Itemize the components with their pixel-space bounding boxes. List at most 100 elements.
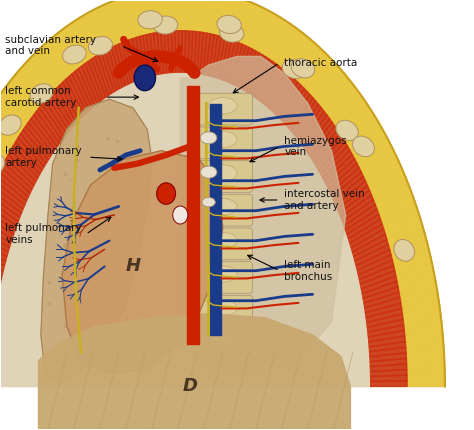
- Polygon shape: [0, 234, 9, 257]
- Polygon shape: [365, 308, 402, 322]
- Polygon shape: [407, 361, 445, 370]
- Polygon shape: [344, 209, 379, 235]
- Polygon shape: [0, 176, 27, 206]
- Polygon shape: [327, 82, 355, 119]
- Polygon shape: [384, 210, 419, 234]
- Polygon shape: [85, 61, 103, 103]
- Polygon shape: [266, 17, 284, 59]
- Polygon shape: [203, 0, 211, 33]
- Polygon shape: [170, 0, 175, 31]
- Polygon shape: [4, 159, 35, 190]
- Polygon shape: [72, 71, 93, 111]
- Polygon shape: [125, 40, 137, 83]
- Polygon shape: [377, 188, 412, 214]
- Polygon shape: [381, 199, 416, 224]
- Polygon shape: [196, 0, 203, 32]
- Polygon shape: [343, 108, 373, 142]
- Text: hemiazygos
vein: hemiazygos vein: [284, 135, 347, 157]
- Ellipse shape: [201, 166, 217, 178]
- Ellipse shape: [291, 58, 315, 78]
- Polygon shape: [0, 214, 15, 240]
- Polygon shape: [128, 0, 139, 37]
- Text: left pulmonary
artery: left pulmonary artery: [5, 146, 82, 168]
- Polygon shape: [405, 336, 443, 347]
- Polygon shape: [26, 59, 51, 98]
- Polygon shape: [58, 30, 78, 71]
- FancyBboxPatch shape: [193, 161, 253, 192]
- Polygon shape: [133, 0, 143, 37]
- FancyBboxPatch shape: [193, 127, 253, 159]
- Polygon shape: [132, 37, 143, 81]
- Polygon shape: [112, 0, 125, 43]
- Polygon shape: [63, 79, 85, 119]
- Polygon shape: [346, 214, 381, 240]
- Ellipse shape: [209, 232, 237, 249]
- Polygon shape: [137, 0, 146, 36]
- Polygon shape: [43, 42, 66, 82]
- Polygon shape: [364, 298, 401, 313]
- Polygon shape: [40, 46, 63, 85]
- Polygon shape: [237, 47, 253, 90]
- Polygon shape: [38, 313, 350, 429]
- Polygon shape: [65, 25, 85, 66]
- Ellipse shape: [0, 115, 21, 135]
- Polygon shape: [249, 55, 266, 97]
- Polygon shape: [279, 28, 299, 68]
- Polygon shape: [3, 86, 31, 122]
- Polygon shape: [23, 126, 52, 161]
- Polygon shape: [401, 299, 439, 314]
- Polygon shape: [174, 0, 179, 31]
- Polygon shape: [186, 0, 191, 31]
- Polygon shape: [406, 342, 444, 353]
- Polygon shape: [291, 98, 316, 135]
- Polygon shape: [178, 0, 182, 31]
- Polygon shape: [400, 287, 438, 303]
- Text: left pulmonary
veins: left pulmonary veins: [5, 224, 82, 245]
- Polygon shape: [399, 281, 437, 298]
- Polygon shape: [150, 33, 158, 77]
- Polygon shape: [84, 13, 101, 55]
- Ellipse shape: [209, 131, 237, 147]
- Ellipse shape: [282, 60, 306, 79]
- Polygon shape: [179, 31, 182, 74]
- Polygon shape: [34, 111, 60, 147]
- Polygon shape: [326, 159, 357, 190]
- Polygon shape: [136, 37, 146, 80]
- Polygon shape: [69, 22, 88, 64]
- Polygon shape: [185, 31, 189, 74]
- Polygon shape: [0, 136, 4, 167]
- Polygon shape: [355, 131, 386, 163]
- FancyBboxPatch shape: [193, 194, 253, 226]
- Polygon shape: [194, 31, 200, 75]
- Polygon shape: [337, 186, 370, 214]
- Polygon shape: [265, 68, 285, 109]
- Polygon shape: [0, 167, 31, 198]
- Polygon shape: [364, 151, 396, 181]
- Polygon shape: [0, 113, 16, 146]
- Polygon shape: [0, 126, 9, 159]
- Polygon shape: [75, 68, 95, 109]
- Polygon shape: [189, 0, 195, 31]
- Polygon shape: [0, 122, 11, 154]
- Polygon shape: [29, 55, 54, 95]
- Polygon shape: [166, 0, 171, 31]
- Polygon shape: [391, 239, 428, 260]
- Polygon shape: [95, 55, 112, 97]
- Polygon shape: [0, 229, 11, 252]
- Polygon shape: [0, 74, 369, 387]
- Polygon shape: [305, 119, 332, 154]
- Polygon shape: [42, 101, 67, 138]
- Polygon shape: [12, 74, 39, 111]
- Polygon shape: [188, 31, 193, 74]
- Text: left common
carotid artery: left common carotid artery: [5, 86, 77, 108]
- Polygon shape: [393, 251, 430, 270]
- Polygon shape: [363, 292, 400, 308]
- Polygon shape: [78, 66, 98, 107]
- Polygon shape: [108, 1, 122, 44]
- Polygon shape: [404, 324, 442, 336]
- Polygon shape: [361, 146, 394, 176]
- Text: subclavian artery
and vein: subclavian artery and vein: [5, 35, 96, 56]
- Polygon shape: [295, 104, 321, 141]
- Polygon shape: [240, 49, 256, 92]
- Ellipse shape: [88, 37, 112, 55]
